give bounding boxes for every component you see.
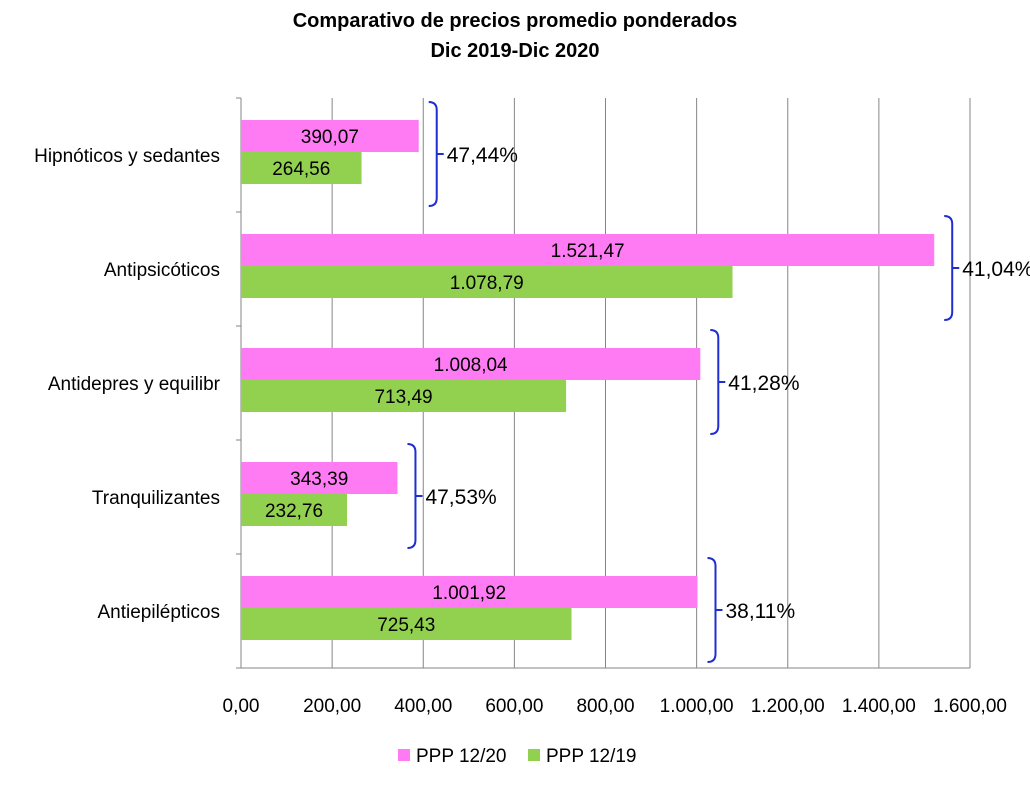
- bar-ppp-12-20: [241, 462, 398, 494]
- legend-label: PPP 12/19: [546, 746, 637, 767]
- legend-swatch: [398, 749, 410, 761]
- bracket: [707, 557, 717, 663]
- bracket: [407, 443, 417, 549]
- category-label: Hipnóticos y sedantes: [34, 146, 220, 167]
- bar-ppp-12-19: [241, 494, 348, 526]
- data-label: 343,39: [290, 469, 348, 490]
- bar-ppp-12-19: [241, 152, 362, 184]
- category-label: Antipsicóticos: [104, 260, 220, 281]
- bar-ppp-12-20: [241, 234, 935, 266]
- data-label: 1.008,04: [434, 355, 508, 376]
- bar-ppp-12-20: [241, 576, 698, 608]
- percentage-annotation: 41,04%: [962, 258, 1030, 281]
- data-label: 1.521,47: [551, 241, 625, 262]
- x-tick-label: 1.400,00: [842, 696, 916, 717]
- bar-ppp-12-19: [241, 266, 733, 298]
- x-tick-label: 1.000,00: [660, 696, 734, 717]
- percentage-annotation: 47,53%: [425, 486, 496, 509]
- percentage-annotation: 38,11%: [725, 600, 795, 623]
- percentage-annotation: 47,44%: [447, 144, 518, 167]
- data-label: 1.078,79: [450, 273, 524, 294]
- legend-swatch: [528, 749, 540, 761]
- data-label: 232,76: [265, 501, 323, 522]
- category-label: Tranquilizantes: [92, 488, 220, 509]
- data-label: 264,56: [272, 159, 330, 180]
- bar-ppp-12-20: [241, 348, 701, 380]
- x-tick-label: 400,00: [394, 696, 452, 717]
- x-tick-label: 1.600,00: [933, 696, 1007, 717]
- bracket: [428, 101, 438, 207]
- data-label: 390,07: [301, 127, 359, 148]
- bar-ppp-12-19: [241, 380, 567, 412]
- x-tick-label: 0,00: [223, 696, 260, 717]
- category-label: Antidepres y equilibr: [48, 374, 221, 395]
- percentage-annotation: 41,28%: [728, 372, 799, 395]
- chart-title: Comparativo de precios promedio ponderad…: [292, 10, 738, 32]
- chart-subtitle: Dic 2019-Dic 2020: [430, 40, 600, 62]
- bracket: [944, 215, 954, 321]
- data-label: 725,43: [377, 615, 435, 636]
- bar-ppp-12-20: [241, 120, 419, 152]
- data-label: 1.001,92: [432, 583, 506, 604]
- data-label: 713,49: [374, 387, 432, 408]
- bracket: [710, 329, 720, 435]
- x-tick-label: 200,00: [303, 696, 361, 717]
- x-tick-label: 800,00: [576, 696, 634, 717]
- x-tick-label: 1.200,00: [751, 696, 825, 717]
- legend-label: PPP 12/20: [416, 746, 507, 767]
- bar-ppp-12-19: [241, 608, 572, 640]
- x-tick-label: 600,00: [485, 696, 543, 717]
- category-label: Antiepilépticos: [97, 602, 220, 623]
